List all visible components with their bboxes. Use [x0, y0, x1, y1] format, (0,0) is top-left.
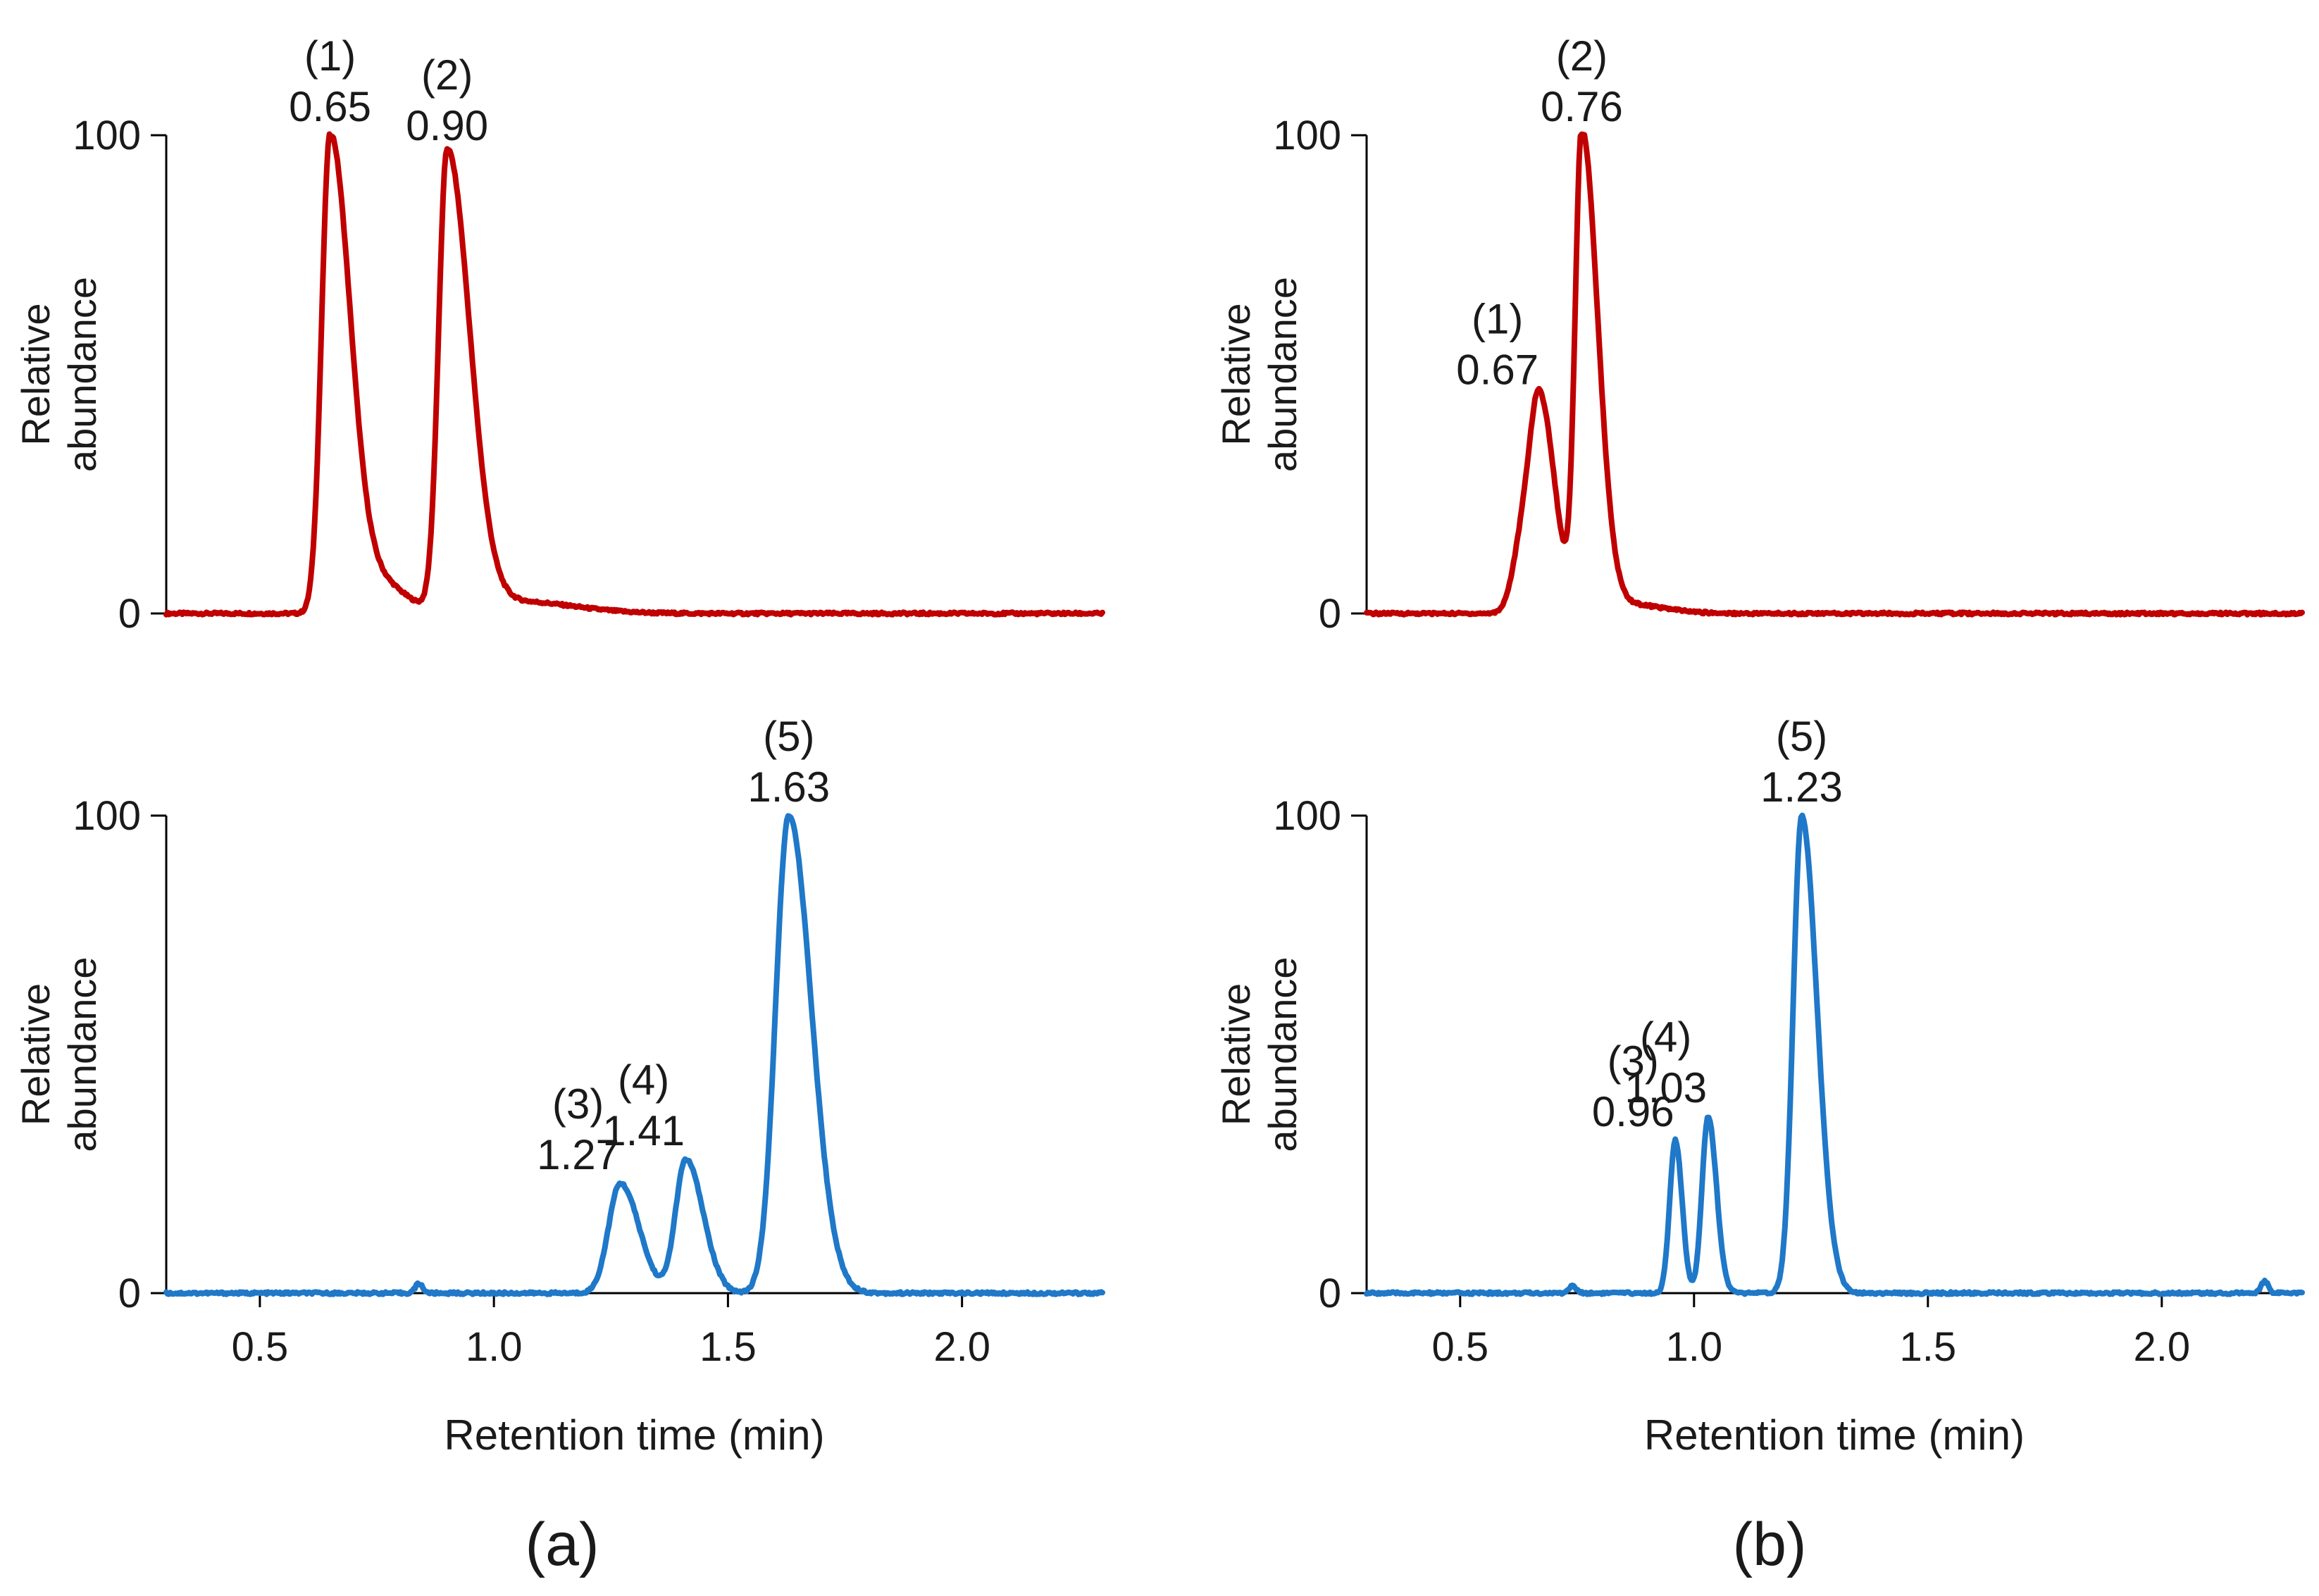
- y-tick-label-100-a-bottom: 100: [73, 793, 141, 839]
- x-tick-label-a-bottom: 1.0: [466, 1324, 523, 1370]
- chart-a-top: 100 0 Relativeabundance (1)0.65 (2)0.90: [13, 32, 1105, 637]
- chart-b-bottom: 100 0 Relativeabundance 0.5 1.0 1.5 2.0 Retenti…: [1214, 713, 2305, 1459]
- peak-label-b-top-1: (2): [1556, 32, 1608, 80]
- y-tick-label-100-b-bottom: 100: [1273, 793, 1341, 839]
- x-tick-label-b-bottom: 2.0: [2133, 1324, 2190, 1370]
- panel-label-b: (b): [1732, 1511, 1806, 1578]
- peak-rt-a-bottom-2: 1.63: [747, 763, 830, 811]
- x-tick-label-b-bottom: 0.5: [1431, 1324, 1488, 1370]
- y-axis-label-line1: Relative: [1214, 983, 1258, 1126]
- trace-b-bottom: [1364, 812, 2305, 1297]
- y-axis-label-line2: abundance: [1260, 277, 1305, 472]
- y-tick-label-0-b-top: 0: [1319, 591, 1341, 637]
- peak-label-b-bottom-1: (4): [1640, 1014, 1691, 1061]
- peak-label-a-top-1: (2): [421, 51, 473, 99]
- y-axis-label-line2: abundance: [60, 956, 104, 1152]
- y-axis-label-line1: Relative: [1214, 303, 1258, 445]
- peak-rt-b-top-1: 0.76: [1541, 83, 1623, 130]
- peak-label-b-bottom-0: (3): [1608, 1037, 1659, 1085]
- x-axis-label-a-bottom: Retention time (min): [444, 1411, 824, 1459]
- peak-rt-b-bottom-2: 1.23: [1760, 763, 1843, 811]
- peak-label-a-bottom-1: (4): [618, 1056, 669, 1104]
- y-axis-label-line2: abundance: [1260, 956, 1305, 1152]
- x-tick-label-b-bottom: 1.5: [1899, 1324, 1956, 1370]
- peak-label-a-top-0: (1): [304, 32, 356, 80]
- chart-a-bottom: 100 0 Relativeabundance 0.5 1.0 1.5 2.0 Retenti…: [13, 713, 1105, 1459]
- peak-rt-b-bottom-0: 0.96: [1592, 1088, 1674, 1135]
- chart-b-top: 100 0 Relativeabundance (1)0.67 (2)0.76: [1214, 32, 2305, 637]
- y-tick-label-100-b-top: 100: [1273, 113, 1341, 158]
- y-axis-label-line1: Relative: [13, 303, 58, 445]
- x-axis-label-b-bottom: Retention time (min): [1644, 1411, 2025, 1459]
- y-axis-label-line1: Relative: [13, 983, 58, 1126]
- peak-rt-a-top-1: 0.90: [406, 102, 488, 149]
- x-tick-label-a-bottom: 0.5: [232, 1324, 289, 1370]
- y-tick-label-0-b-bottom: 0: [1319, 1271, 1341, 1316]
- peak-label-b-top-0: (1): [1472, 295, 1523, 342]
- y-axis-label-b-top: Relativeabundance: [1214, 277, 1305, 472]
- peak-rt-a-bottom-1: 1.41: [602, 1107, 685, 1154]
- y-axis-label-a-bottom: Relativeabundance: [13, 956, 104, 1152]
- y-tick-label-0-a-bottom: 0: [118, 1271, 141, 1316]
- trace-b-top: [1364, 131, 2305, 618]
- peak-label-a-bottom-0: (3): [552, 1080, 604, 1128]
- trace-a-top: [163, 131, 1105, 618]
- panel-label-a: (a): [525, 1511, 599, 1578]
- y-axis-label-line2: abundance: [60, 277, 104, 472]
- y-tick-label-0-a-top: 0: [118, 591, 141, 637]
- peak-rt-a-top-0: 0.65: [289, 83, 371, 130]
- trace-a-bottom: [163, 813, 1105, 1297]
- peak-rt-a-bottom-0: 1.27: [537, 1131, 619, 1178]
- x-tick-label-b-bottom: 1.0: [1665, 1324, 1722, 1370]
- peak-label-a-bottom-2: (5): [763, 713, 814, 760]
- x-tick-label-a-bottom: 1.5: [700, 1324, 757, 1370]
- y-axis-label-a-top: Relativeabundance: [13, 277, 104, 472]
- peak-label-b-bottom-2: (5): [1776, 713, 1827, 760]
- x-tick-label-a-bottom: 2.0: [933, 1324, 990, 1370]
- peak-rt-b-bottom-1: 1.03: [1624, 1064, 1707, 1111]
- peak-rt-b-top-0: 0.67: [1456, 346, 1538, 393]
- y-axis-label-b-bottom: Relativeabundance: [1214, 956, 1305, 1152]
- y-tick-label-100-a-top: 100: [73, 113, 141, 158]
